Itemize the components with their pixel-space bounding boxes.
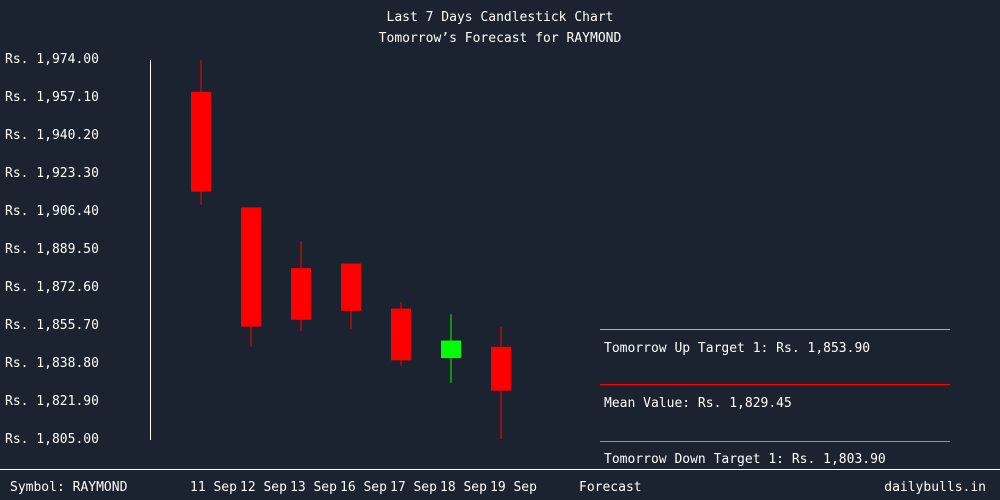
y-tick-label: Rs. 1,805.00 [5, 432, 99, 447]
forecast-down-line [600, 441, 950, 442]
y-tick-label: Rs. 1,855.70 [5, 318, 99, 333]
forecast-up-line [600, 329, 950, 330]
footer-divider [0, 469, 1000, 470]
footer-forecast-label: Forecast [579, 480, 642, 495]
chart-title: Last 7 Days Candlestick Chart [386, 10, 614, 25]
candle-body [341, 263, 361, 311]
forecast-mean-line [600, 384, 950, 385]
candle-body [241, 207, 261, 327]
x-tick-label: 18 Sep [440, 480, 487, 495]
y-tick-label: Rs. 1,923.30 [5, 166, 99, 181]
footer-symbol: Symbol: RAYMOND [10, 480, 128, 495]
y-tick-label: Rs. 1,906.40 [5, 204, 99, 219]
x-tick-label: 19 Sep [490, 480, 537, 495]
candle-body [291, 268, 311, 320]
y-axis-ticks: Rs. 1,974.00 Rs. 1,957.10 Rs. 1,940.20 Rs. … [5, 52, 99, 447]
candle [491, 326, 511, 439]
y-tick-label: Rs. 1,940.20 [5, 128, 99, 143]
chart-subtitle: Tomorrow’s Forecast for RAYMOND [378, 31, 622, 46]
candle [291, 241, 311, 332]
x-tick-label: 12 Sep [240, 480, 287, 495]
candle [341, 263, 361, 329]
candle [441, 314, 461, 383]
forecast-mean-label: Mean Value: Rs. 1,829.45 [604, 396, 792, 411]
x-tick-label: 11 Sep [190, 480, 237, 495]
y-tick-label: Rs. 1,872.60 [5, 280, 99, 295]
x-tick-label: 16 Sep [340, 480, 387, 495]
candle-body [441, 340, 461, 359]
y-tick-label: Rs. 1,821.90 [5, 394, 99, 409]
y-tick-label: Rs. 1,957.10 [5, 90, 99, 105]
candle [391, 301, 411, 366]
forecast-up-label: Tomorrow Up Target 1: Rs. 1,853.90 [604, 341, 871, 356]
y-tick-label: Rs. 1,889.50 [5, 242, 99, 257]
y-tick-label: Rs. 1,974.00 [5, 52, 99, 67]
candles [191, 60, 511, 439]
x-tick-label: 17 Sep [390, 480, 437, 495]
forecast-down-label: Tomorrow Down Target 1: Rs. 1,803.90 [604, 452, 886, 467]
candlestick-chart: Rs. 1,974.00 Rs. 1,957.10 Rs. 1,940.20 Rs. … [5, 52, 511, 447]
candle-body [391, 308, 411, 361]
candle-body [491, 346, 511, 391]
candle [191, 60, 211, 205]
candle-body [191, 91, 211, 192]
x-tick-label: 13 Sep [290, 480, 337, 495]
y-tick-label: Rs. 1,838.80 [5, 356, 99, 371]
candle [241, 207, 261, 347]
footer-site-link[interactable]: dailybulls.in [884, 480, 986, 495]
